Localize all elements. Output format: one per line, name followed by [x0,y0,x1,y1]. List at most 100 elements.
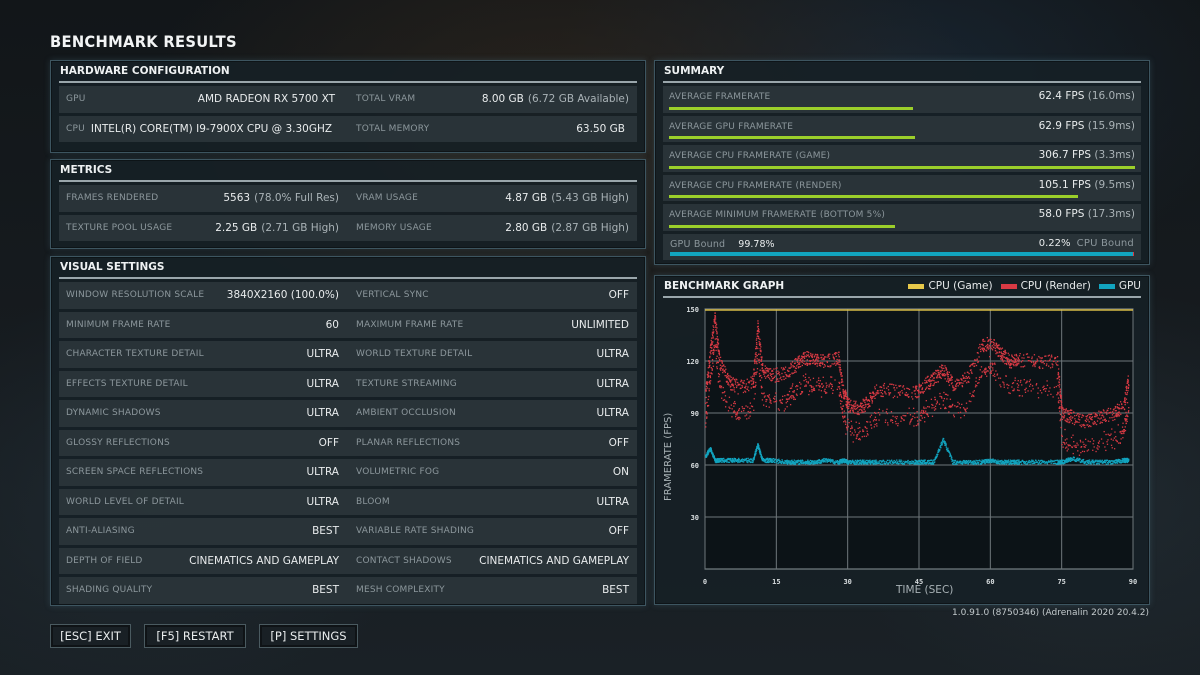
row-label: MEMORY USAGE [356,222,432,233]
row-left-cell: DEPTH OF FIELD CINEMATICS AND GAMEPLAY [59,548,346,575]
row-label: VARIABLE RATE SHADING [356,526,475,537]
gpu-bound-percent: 99.78% [738,238,775,250]
fps-value: 62.9 FPS [1038,119,1085,132]
row-right-cell: VARIABLE RATE SHADING OFF [346,518,637,545]
value-detail: (6.72 GB Available) [527,93,629,106]
row-value: OFF [609,437,629,449]
summary-value: 105.1 FPS (9.5ms) [1039,179,1135,191]
row-right-cell: TOTAL MEMORY 63.50 GB [346,116,637,143]
row-value: ULTRA [306,348,339,360]
value-main: OFF [608,525,629,538]
cpu-bound: 0.22% CPU Bound [1039,238,1134,249]
panel-title: SUMMARY [664,65,725,77]
metrics-panel: METRICS FRAMES RENDERED 5563 (78.0% Full R… [50,159,646,249]
row-value: 2.80 GB (2.87 GB High) [505,222,629,234]
row-value: BEST [312,525,339,537]
row-left-cell: FRAMES RENDERED 5563 (78.0% Full Res) [59,185,346,212]
summary-label: AVERAGE MINIMUM FRAMERATE (BOTTOM 5%) [669,210,886,220]
value-main: BEST [312,525,339,538]
summary-row: AVERAGE CPU FRAMERATE (RENDER) 105.1 FPS… [663,174,1141,201]
value-main: 4.87 GB [505,192,548,205]
summary-panel: SUMMARY AVERAGE FRAMERATE 62.4 FPS (16.0… [654,60,1150,265]
settings-button[interactable]: [P] SETTINGS [259,624,358,648]
row-value: 63.50 GB [576,123,629,135]
summary-label: AVERAGE GPU FRAMERATE [669,121,794,132]
panel-header: VISUAL SETTINGS [59,257,637,279]
row-left-cell: TEXTURE POOL USAGE 2.25 GB (2.71 GB High) [59,215,346,242]
hardware-rows: GPU AMD RADEON RX 5700 XT TOTAL VRAM 8.00 G… [59,86,637,142]
legend-swatch [908,283,925,289]
value-main: 2.80 GB [505,221,548,234]
row-label: EFFECTS TEXTURE DETAIL [66,378,188,389]
panel-title: HARDWARE CONFIGURATION [60,65,230,77]
row-left-cell: WORLD LEVEL OF DETAIL ULTRA [59,489,346,516]
legend-label: CPU (Render) [1020,280,1091,292]
row-label: VRAM USAGE [356,193,418,204]
panel-title: METRICS [60,164,113,176]
summary-row: AVERAGE MINIMUM FRAMERATE (BOTTOM 5%) 58… [663,204,1141,231]
row-right-cell: MEMORY USAGE 2.80 GB (2.87 GB High) [346,215,637,242]
row-value: 8.00 GB (6.72 GB Available) [482,93,629,105]
summary-value: 58.0 FPS (17.3ms) [1039,208,1135,220]
version-text: 1.0.91.0 (8750346) (Adrenalin 2020 20.4.… [952,608,1149,618]
value-main: BEST [312,584,339,597]
value-main: ULTRA [306,466,339,479]
benchmark-graph-panel: BENCHMARK GRAPH CPU (Game) CPU (Render) GP… [654,275,1150,605]
settings-row: TEXTURE POOL USAGE 2.25 GB (2.71 GB High) M… [59,214,637,242]
value-main: ULTRA [596,377,629,390]
row-label: SCREEN SPACE REFLECTIONS [66,467,204,478]
row-label: TEXTURE POOL USAGE [66,222,173,233]
row-left-cell: GLOSSY REFLECTIONS OFF [59,430,346,457]
value-main: OFF [608,289,629,302]
row-label: CHARACTER TEXTURE DETAIL [66,349,204,360]
legend-label: CPU (Game) [928,280,993,292]
row-label: VERTICAL SYNC [356,290,429,301]
summary-bar [669,136,915,139]
row-value: ULTRA [306,407,339,419]
restart-button[interactable]: [F5] RESTART [144,624,246,648]
row-label: CPU [66,123,85,134]
value-main: 5563 [223,192,251,205]
summary-rows: AVERAGE FRAMERATE 62.4 FPS (16.0ms) AVER… [663,86,1141,231]
row-label: MAXIMUM FRAME RATE [356,319,464,330]
value-main: 60 [325,318,339,331]
y-tick-label: 90 [691,410,699,418]
summary-bar [669,106,913,110]
settings-row: GPU AMD RADEON RX 5700 XT TOTAL VRAM 8.00 G… [59,86,637,113]
value-detail: (2.71 GB High) [261,221,339,234]
legend-item: GPU [1098,276,1141,296]
row-value: UNLIMITED [571,319,629,331]
row-value: OFF [609,289,629,301]
summary-row: AVERAGE FRAMERATE 62.4 FPS (16.0ms) [663,86,1141,113]
row-left-cell: SCREEN SPACE REFLECTIONS ULTRA [59,459,346,486]
row-value: AMD RADEON RX 5700 XT [198,93,339,105]
y-tick-label: 30 [691,514,699,522]
row-label: GLOSSY REFLECTIONS [66,437,170,448]
panel-header: SUMMARY [663,61,1141,83]
fps-value: 306.7 FPS [1038,149,1092,161]
row-value: OFF [609,525,629,537]
row-value: ULTRA [596,348,629,360]
exit-button[interactable]: [ESC] EXIT [50,624,131,648]
value-main: ULTRA [306,377,339,390]
settings-row: CPU INTEL(R) CORE(TM) I9-7900X CPU @ 3.30… [59,115,637,143]
fps-value: 105.1 FPS [1038,178,1092,191]
summary-row: AVERAGE CPU FRAMERATE (GAME) 306.7 FPS (… [663,145,1141,172]
panel-header: BENCHMARK GRAPH CPU (Game) CPU (Render) GP… [663,276,1141,298]
value-main: 3840X2160 (100.0%) [226,289,339,302]
summary-row: AVERAGE GPU FRAMERATE 62.9 FPS (15.9ms) [663,115,1141,142]
settings-row: FRAMES RENDERED 5563 (78.0% Full Res) VRAM … [59,185,637,212]
graph-legend: CPU (Game) CPU (Render) GPU [908,276,1141,296]
cpu-bound-label: CPU Bound [1076,237,1134,249]
y-tick-label: 120 [686,358,699,366]
ms-value: (17.3ms) [1087,208,1135,220]
series-gpu [705,437,1130,465]
row-left-cell: CPU INTEL(R) CORE(TM) I9-7900X CPU @ 3.30… [59,116,346,143]
settings-row: SHADING QUALITY BEST MESH COMPLEXITY BEST [59,577,637,604]
x-tick-label: 15 [772,578,780,586]
row-value: 60 [326,319,339,331]
value-main: ULTRA [306,348,339,361]
value-main: BEST [602,584,629,597]
row-right-cell: MESH COMPLEXITY BEST [346,577,637,604]
summary-label: AVERAGE FRAMERATE [669,92,771,102]
